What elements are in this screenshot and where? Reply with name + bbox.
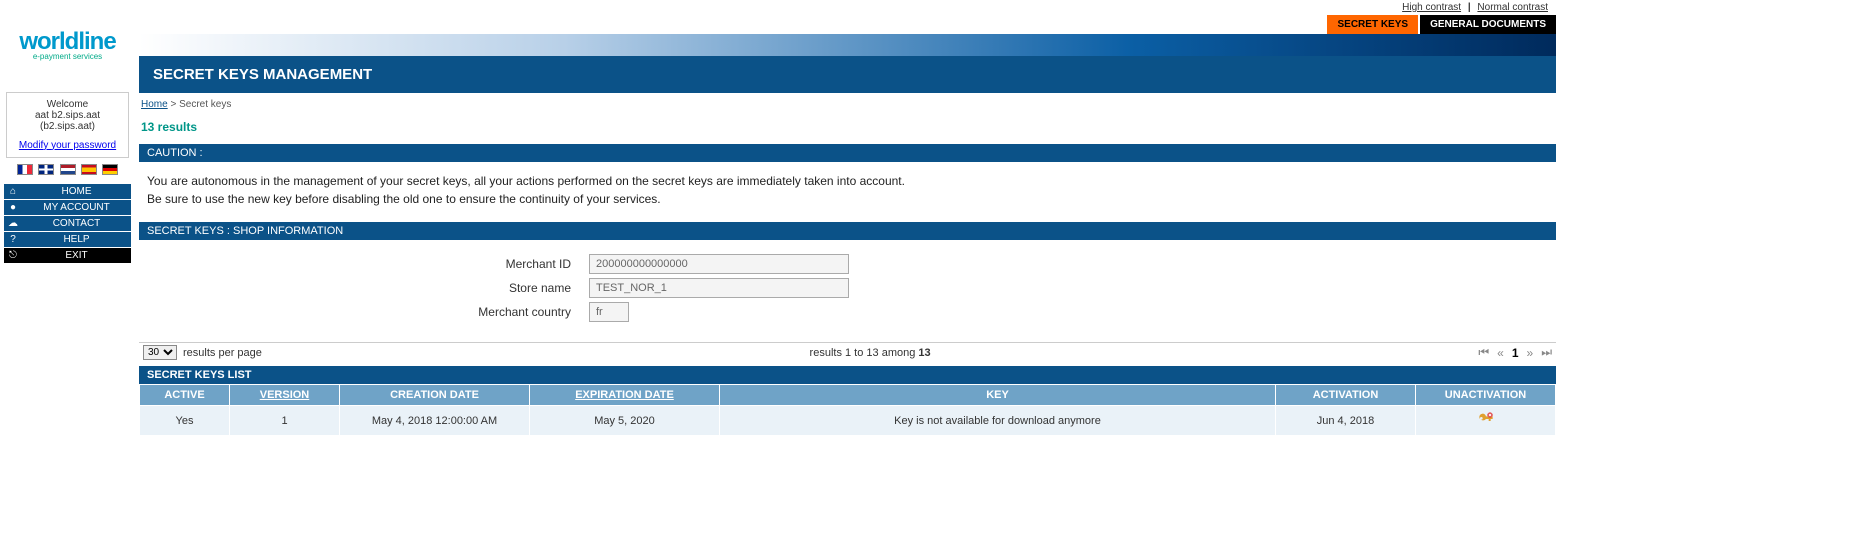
normal-contrast-link[interactable]: Normal contrast	[1477, 2, 1548, 13]
cell-active: Yes	[140, 406, 230, 436]
nav-home[interactable]: ⌂ HOME	[4, 184, 131, 199]
cell-version: 1	[230, 406, 340, 436]
merchant-country-field	[589, 302, 629, 322]
tab-secret-keys[interactable]: SECRET KEYS	[1327, 15, 1418, 34]
contrast-links: High contrast | Normal contrast	[0, 0, 1556, 15]
caution-line1: You are autonomous in the management of …	[147, 172, 1548, 190]
cell-creation: May 4, 2018 12:00:00 AM	[340, 406, 530, 436]
pager-range: results 1 to 13 among 13	[262, 347, 1478, 359]
nav-help-label: HELP	[22, 232, 131, 247]
nav-help[interactable]: ? HELP	[4, 232, 131, 247]
nav-contact-label: CONTACT	[22, 216, 131, 231]
col-activation[interactable]: ACTIVATION	[1276, 385, 1416, 406]
cell-key: Key is not available for download anymor…	[720, 406, 1276, 436]
nav-contact[interactable]: ☁ CONTACT	[4, 216, 131, 231]
caution-line2: Be sure to use the new key before disabl…	[147, 190, 1548, 208]
breadcrumb-home[interactable]: Home	[141, 99, 168, 110]
key-icon	[1478, 411, 1494, 427]
flag-de-icon[interactable]	[102, 164, 118, 175]
nav-exit[interactable]: ⎋ EXIT	[4, 248, 131, 263]
welcome-label: Welcome	[9, 99, 126, 110]
keys-table: ACTIVE VERSION CREATION DATE EXPIRATION …	[139, 384, 1556, 436]
col-expiration[interactable]: EXPIRATION DATE	[530, 385, 720, 406]
cell-expiration: May 5, 2020	[530, 406, 720, 436]
help-icon: ?	[4, 232, 22, 247]
nav-account-label: MY ACCOUNT	[22, 200, 131, 215]
col-active[interactable]: ACTIVE	[140, 385, 230, 406]
home-icon: ⌂	[4, 184, 22, 199]
flag-uk-icon[interactable]	[38, 164, 54, 175]
col-creation[interactable]: CREATION DATE	[340, 385, 530, 406]
keys-list-header: SECRET KEYS LIST	[139, 366, 1556, 384]
page-title: SECRET KEYS MANAGEMENT	[139, 56, 1556, 93]
sidebar: worldline e-payment services Welcome aat…	[0, 15, 135, 264]
gradient-band	[139, 34, 1556, 56]
shop-info-header: SECRET KEYS : SHOP INFORMATION	[139, 222, 1556, 240]
cell-unactivation[interactable]	[1416, 406, 1556, 436]
flag-fr-icon[interactable]	[17, 164, 33, 175]
logo-text: worldline	[19, 28, 115, 55]
per-page-select[interactable]: 30	[143, 345, 177, 360]
per-page-label: results per page	[183, 347, 262, 359]
flag-nl-icon[interactable]	[60, 164, 76, 175]
breadcrumb: Home > Secret keys	[139, 93, 1556, 116]
pager-row: 30 results per page results 1 to 13 amon…	[139, 342, 1556, 366]
high-contrast-link[interactable]: High contrast	[1402, 2, 1461, 13]
tab-general-documents[interactable]: GENERAL DOCUMENTS	[1420, 15, 1556, 34]
col-version[interactable]: VERSION	[230, 385, 340, 406]
nav-menu: ⌂ HOME ● MY ACCOUNT ☁ CONTACT ? HELP ⎋	[4, 184, 131, 263]
pager-prev-icon[interactable]: «	[1497, 346, 1504, 360]
merchant-country-label: Merchant country	[139, 305, 589, 319]
col-unactivation[interactable]: UNACTIVATION	[1416, 385, 1556, 406]
store-name-label: Store name	[139, 281, 589, 295]
exit-icon: ⎋	[4, 248, 22, 263]
modify-password-link[interactable]: Modify your password	[9, 140, 126, 151]
merchant-id-label: Merchant ID	[139, 257, 589, 271]
logo: worldline e-payment services	[0, 25, 135, 62]
flag-es-icon[interactable]	[81, 164, 97, 175]
col-key[interactable]: KEY	[720, 385, 1276, 406]
main-content: SECRET KEYS GENERAL DOCUMENTS SECRET KEY…	[139, 15, 1556, 436]
table-row: Yes 1 May 4, 2018 12:00:00 AM May 5, 202…	[140, 406, 1556, 436]
user-icon: ●	[4, 200, 22, 215]
caution-body: You are autonomous in the management of …	[139, 162, 1556, 222]
caution-header: CAUTION :	[139, 144, 1556, 162]
store-name-field	[589, 278, 849, 298]
user-paren: (b2.sips.aat)	[9, 121, 126, 132]
merchant-id-field	[589, 254, 849, 274]
pager-current: 1	[1512, 346, 1519, 360]
nav-home-label: HOME	[22, 184, 131, 199]
pager-last-icon[interactable]: ⏭	[1541, 345, 1552, 360]
shop-info: Merchant ID Store name Merchant country	[139, 240, 1556, 342]
chat-icon: ☁	[4, 216, 22, 231]
results-count: 13 results	[139, 116, 1556, 144]
pager-nav: ⏮ « 1 » ⏭	[1478, 345, 1552, 360]
pager-first-icon[interactable]: ⏮	[1478, 345, 1489, 360]
user-name: aat b2.sips.aat	[9, 110, 126, 121]
cell-activation: Jun 4, 2018	[1276, 406, 1416, 436]
language-flags	[0, 164, 135, 176]
breadcrumb-sep: >	[168, 99, 179, 110]
user-box: Welcome aat b2.sips.aat (b2.sips.aat) Mo…	[6, 92, 129, 158]
breadcrumb-current: Secret keys	[179, 99, 231, 110]
pager-next-icon[interactable]: »	[1527, 346, 1534, 360]
top-tabs: SECRET KEYS GENERAL DOCUMENTS	[139, 15, 1556, 34]
nav-exit-label: EXIT	[22, 248, 131, 263]
nav-account[interactable]: ● MY ACCOUNT	[4, 200, 131, 215]
